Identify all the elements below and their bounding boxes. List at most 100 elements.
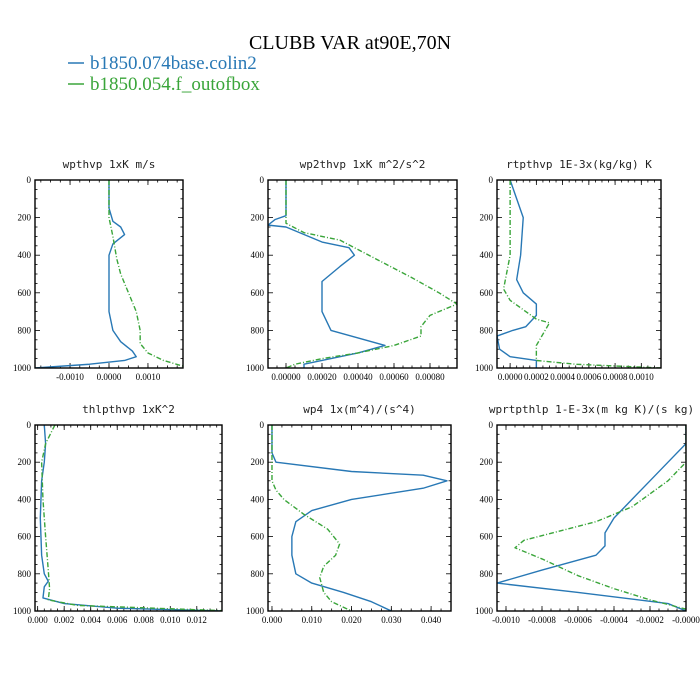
chart-panel-1: wp2thvp 1xK m^2/s^2 0 200 400 600 800 1000 0.00… <box>246 158 458 382</box>
plot-frame <box>496 179 662 369</box>
y-tick-label: 200 <box>18 457 32 467</box>
legend: b1850.074base.colin2 b1850.054.f_outofbo… <box>68 53 260 95</box>
x-tick-label: 0.002 <box>54 615 74 625</box>
panel-title: wprtpthlp 1-E-3x(m kg K)/(s kg) <box>489 403 694 416</box>
x-tick-label: 0.0002 <box>524 372 549 382</box>
y-tick-label: 600 <box>251 288 265 298</box>
y-tick-label: 0 <box>260 175 265 185</box>
y-tick-label: 1000 <box>13 363 32 373</box>
y-tick-label: 400 <box>18 494 32 504</box>
x-tick-label: 0.0004 <box>550 372 575 382</box>
y-tick-label: 800 <box>18 569 32 579</box>
series-line-1 <box>502 180 661 368</box>
x-tick-label: 0.010 <box>302 615 323 625</box>
x-tick-label: 0.040 <box>421 615 442 625</box>
x-tick-label: 0.0006 <box>576 372 601 382</box>
series-line-0 <box>39 425 222 611</box>
y-tick-label: 400 <box>251 494 265 504</box>
plot-frame <box>267 424 452 612</box>
y-tick-label: 200 <box>480 457 494 467</box>
y-tick-label: 400 <box>480 250 494 260</box>
x-tick-label: 0.0008 <box>603 372 628 382</box>
x-tick-label: 0.012 <box>187 615 207 625</box>
x-tick-label: 0.0010 <box>136 372 161 382</box>
y-tick-label: 1000 <box>475 606 494 616</box>
x-tick-label: 0.00040 <box>343 372 373 382</box>
y-tick-label: 200 <box>18 213 32 223</box>
plot-frame <box>267 179 458 369</box>
plot-frame <box>34 424 223 612</box>
y-tick-label: 800 <box>18 325 32 335</box>
series-line-1 <box>514 425 686 610</box>
x-tick-label: -0.0000 <box>672 615 700 625</box>
y-tick-label: 0 <box>27 175 32 185</box>
series-line-1 <box>40 425 222 611</box>
y-tick-label: 0 <box>489 175 494 185</box>
y-tick-label: 400 <box>251 250 265 260</box>
series-line-0 <box>35 180 137 368</box>
x-tick-label: 0.00060 <box>379 372 409 382</box>
x-tick-label: 0.00080 <box>415 372 445 382</box>
y-tick-label: 800 <box>251 569 265 579</box>
series-line-0 <box>271 425 448 611</box>
chart-panel-5: wprtpthlp 1-E-3x(m kg K)/(s kg) 0 200 400 60… <box>475 403 700 625</box>
panel-title: wpthvp 1xK m/s <box>63 158 156 171</box>
series-line-0 <box>497 425 686 611</box>
chart-panel-2: rtpthvp 1E-3x(kg/kg) K 0 200 400 600 800 1000 0… <box>475 158 662 382</box>
plot-frame <box>34 179 184 369</box>
series-line-0 <box>497 180 538 368</box>
y-tick-label: 1000 <box>475 363 494 373</box>
legend-label-0: b1850.074base.colin2 <box>90 53 257 74</box>
y-tick-label: 800 <box>480 325 494 335</box>
y-tick-label: 200 <box>480 213 494 223</box>
x-tick-label: 0.006 <box>107 615 128 625</box>
x-tick-label: -0.0004 <box>600 615 628 625</box>
x-tick-label: 0.004 <box>81 615 102 625</box>
x-tick-label: 0.00000 <box>271 372 301 382</box>
series-line-1 <box>108 180 183 367</box>
x-tick-label: 0.0000 <box>498 372 523 382</box>
x-tick-label: 0.00020 <box>307 372 337 382</box>
x-tick-label: -0.0010 <box>492 615 520 625</box>
series-line-1 <box>271 425 352 611</box>
x-tick-label: 0.0000 <box>97 372 122 382</box>
plot-frame <box>496 424 687 612</box>
x-tick-label: -0.0002 <box>636 615 664 625</box>
figure-title: CLUBB VAR at90E,70N <box>249 32 451 54</box>
x-tick-label: -0.0008 <box>528 615 556 625</box>
y-tick-label: 400 <box>18 250 32 260</box>
x-tick-label: 0.010 <box>160 615 181 625</box>
y-tick-label: 800 <box>480 569 494 579</box>
y-tick-label: 600 <box>480 532 494 542</box>
y-tick-label: 600 <box>251 532 265 542</box>
y-tick-label: 1000 <box>13 606 32 616</box>
chart-panel-0: wpthvp 1xK m/s 0 200 400 600 800 1000 -0.0010 0.… <box>13 158 184 382</box>
y-tick-label: 0 <box>27 420 32 430</box>
y-tick-label: 200 <box>251 213 265 223</box>
series-line-1 <box>285 180 457 368</box>
x-tick-label: 0.000 <box>262 615 283 625</box>
y-tick-label: 400 <box>480 494 494 504</box>
y-tick-label: 600 <box>480 288 494 298</box>
panel-title: wp2thvp 1xK m^2/s^2 <box>300 158 426 171</box>
x-tick-label: -0.0010 <box>56 372 84 382</box>
y-tick-label: 1000 <box>246 606 265 616</box>
legend-label-1: b1850.054.f_outofbox <box>90 74 260 95</box>
x-tick-label: 0.030 <box>381 615 402 625</box>
x-tick-label: 0.008 <box>134 615 155 625</box>
series-line-0 <box>268 180 386 368</box>
y-tick-label: 200 <box>251 457 265 467</box>
x-tick-label: 0.020 <box>341 615 362 625</box>
y-tick-label: 600 <box>18 288 32 298</box>
panel-title: wp4 1x(m^4)/(s^4) <box>303 403 416 416</box>
x-tick-label: 0.0010 <box>629 372 654 382</box>
panel-title: thlpthvp 1xK^2 <box>82 403 175 416</box>
x-tick-label: -0.0006 <box>564 615 592 625</box>
y-tick-label: 0 <box>489 420 494 430</box>
panel-title: rtpthvp 1E-3x(kg/kg) K <box>506 158 652 171</box>
y-tick-label: 0 <box>260 420 265 430</box>
